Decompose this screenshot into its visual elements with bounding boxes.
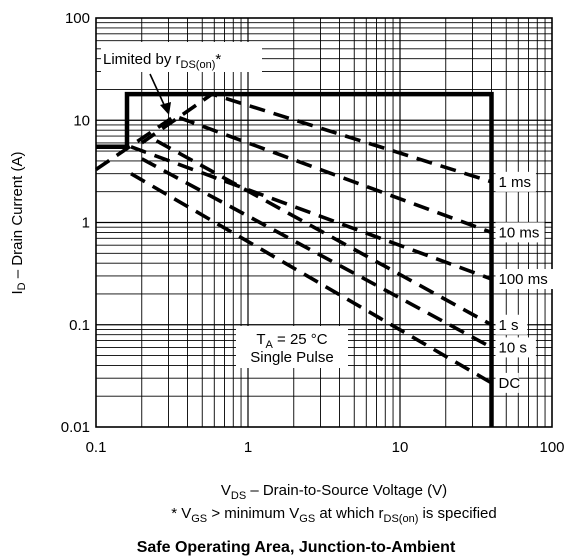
y-axis-label: ID – Drain Current (A) — [9, 152, 28, 295]
conditions-bg — [236, 326, 348, 368]
series-label: 10 s — [499, 339, 527, 356]
series-label-bg — [495, 222, 545, 243]
limited-annotation: Limited by rDS(on)* — [103, 51, 221, 71]
series-line-3 — [155, 139, 493, 327]
series-line-5 — [130, 172, 493, 385]
series-label-bg — [495, 314, 528, 335]
y-tick-label: 100 — [65, 10, 90, 27]
footnote: * VGS > minimum VGS at which rDS(on) is … — [171, 505, 497, 525]
series-label: 10 ms — [499, 224, 540, 241]
series-line-1 — [94, 113, 493, 235]
series-line-2 — [130, 145, 493, 281]
series-layer: 1 ms 10 ms 100 ms 1 s 10 s DC — [94, 91, 554, 427]
x-tick-label: 10 — [392, 439, 409, 456]
x-tick-label: 0.1 — [86, 439, 107, 456]
series-label-bg — [495, 372, 519, 393]
x-tick-label: 1 — [244, 439, 252, 456]
y-tick-label: 0.01 — [61, 419, 90, 436]
series-label: 1 s — [499, 317, 519, 334]
boundary-limit — [96, 91, 494, 427]
series-label: 100 ms — [499, 271, 548, 288]
limited-arrow-head — [160, 102, 171, 115]
series-label-bg — [495, 171, 536, 192]
tick-labels: 0.1 1 10 100 0.01 0.1 1 10 100 — [61, 10, 565, 456]
series-label: 1 ms — [499, 174, 532, 191]
conditions-ta: TA = 25 °C — [256, 331, 327, 351]
series-label: DC — [499, 375, 521, 392]
y-tick-label: 1 — [82, 215, 90, 232]
series-line-0 — [140, 92, 493, 184]
x-tick-label: 100 — [539, 439, 564, 456]
plot-frame — [95, 17, 553, 428]
x-axis-label: VDS – Drain-to-Source Voltage (V) — [221, 482, 447, 502]
limited-arrow-shaft — [149, 73, 167, 110]
series-label-bg — [495, 337, 536, 358]
conditions-pulse: Single Pulse — [250, 349, 333, 366]
series-line-4 — [140, 157, 493, 349]
chart-caption: Safe Operating Area, Junction-to-Ambient — [137, 539, 456, 556]
y-tick-label: 0.1 — [69, 317, 90, 334]
y-tick-label: 10 — [73, 112, 90, 129]
limited-label-bg — [101, 42, 262, 72]
series-label-bg — [495, 269, 554, 290]
